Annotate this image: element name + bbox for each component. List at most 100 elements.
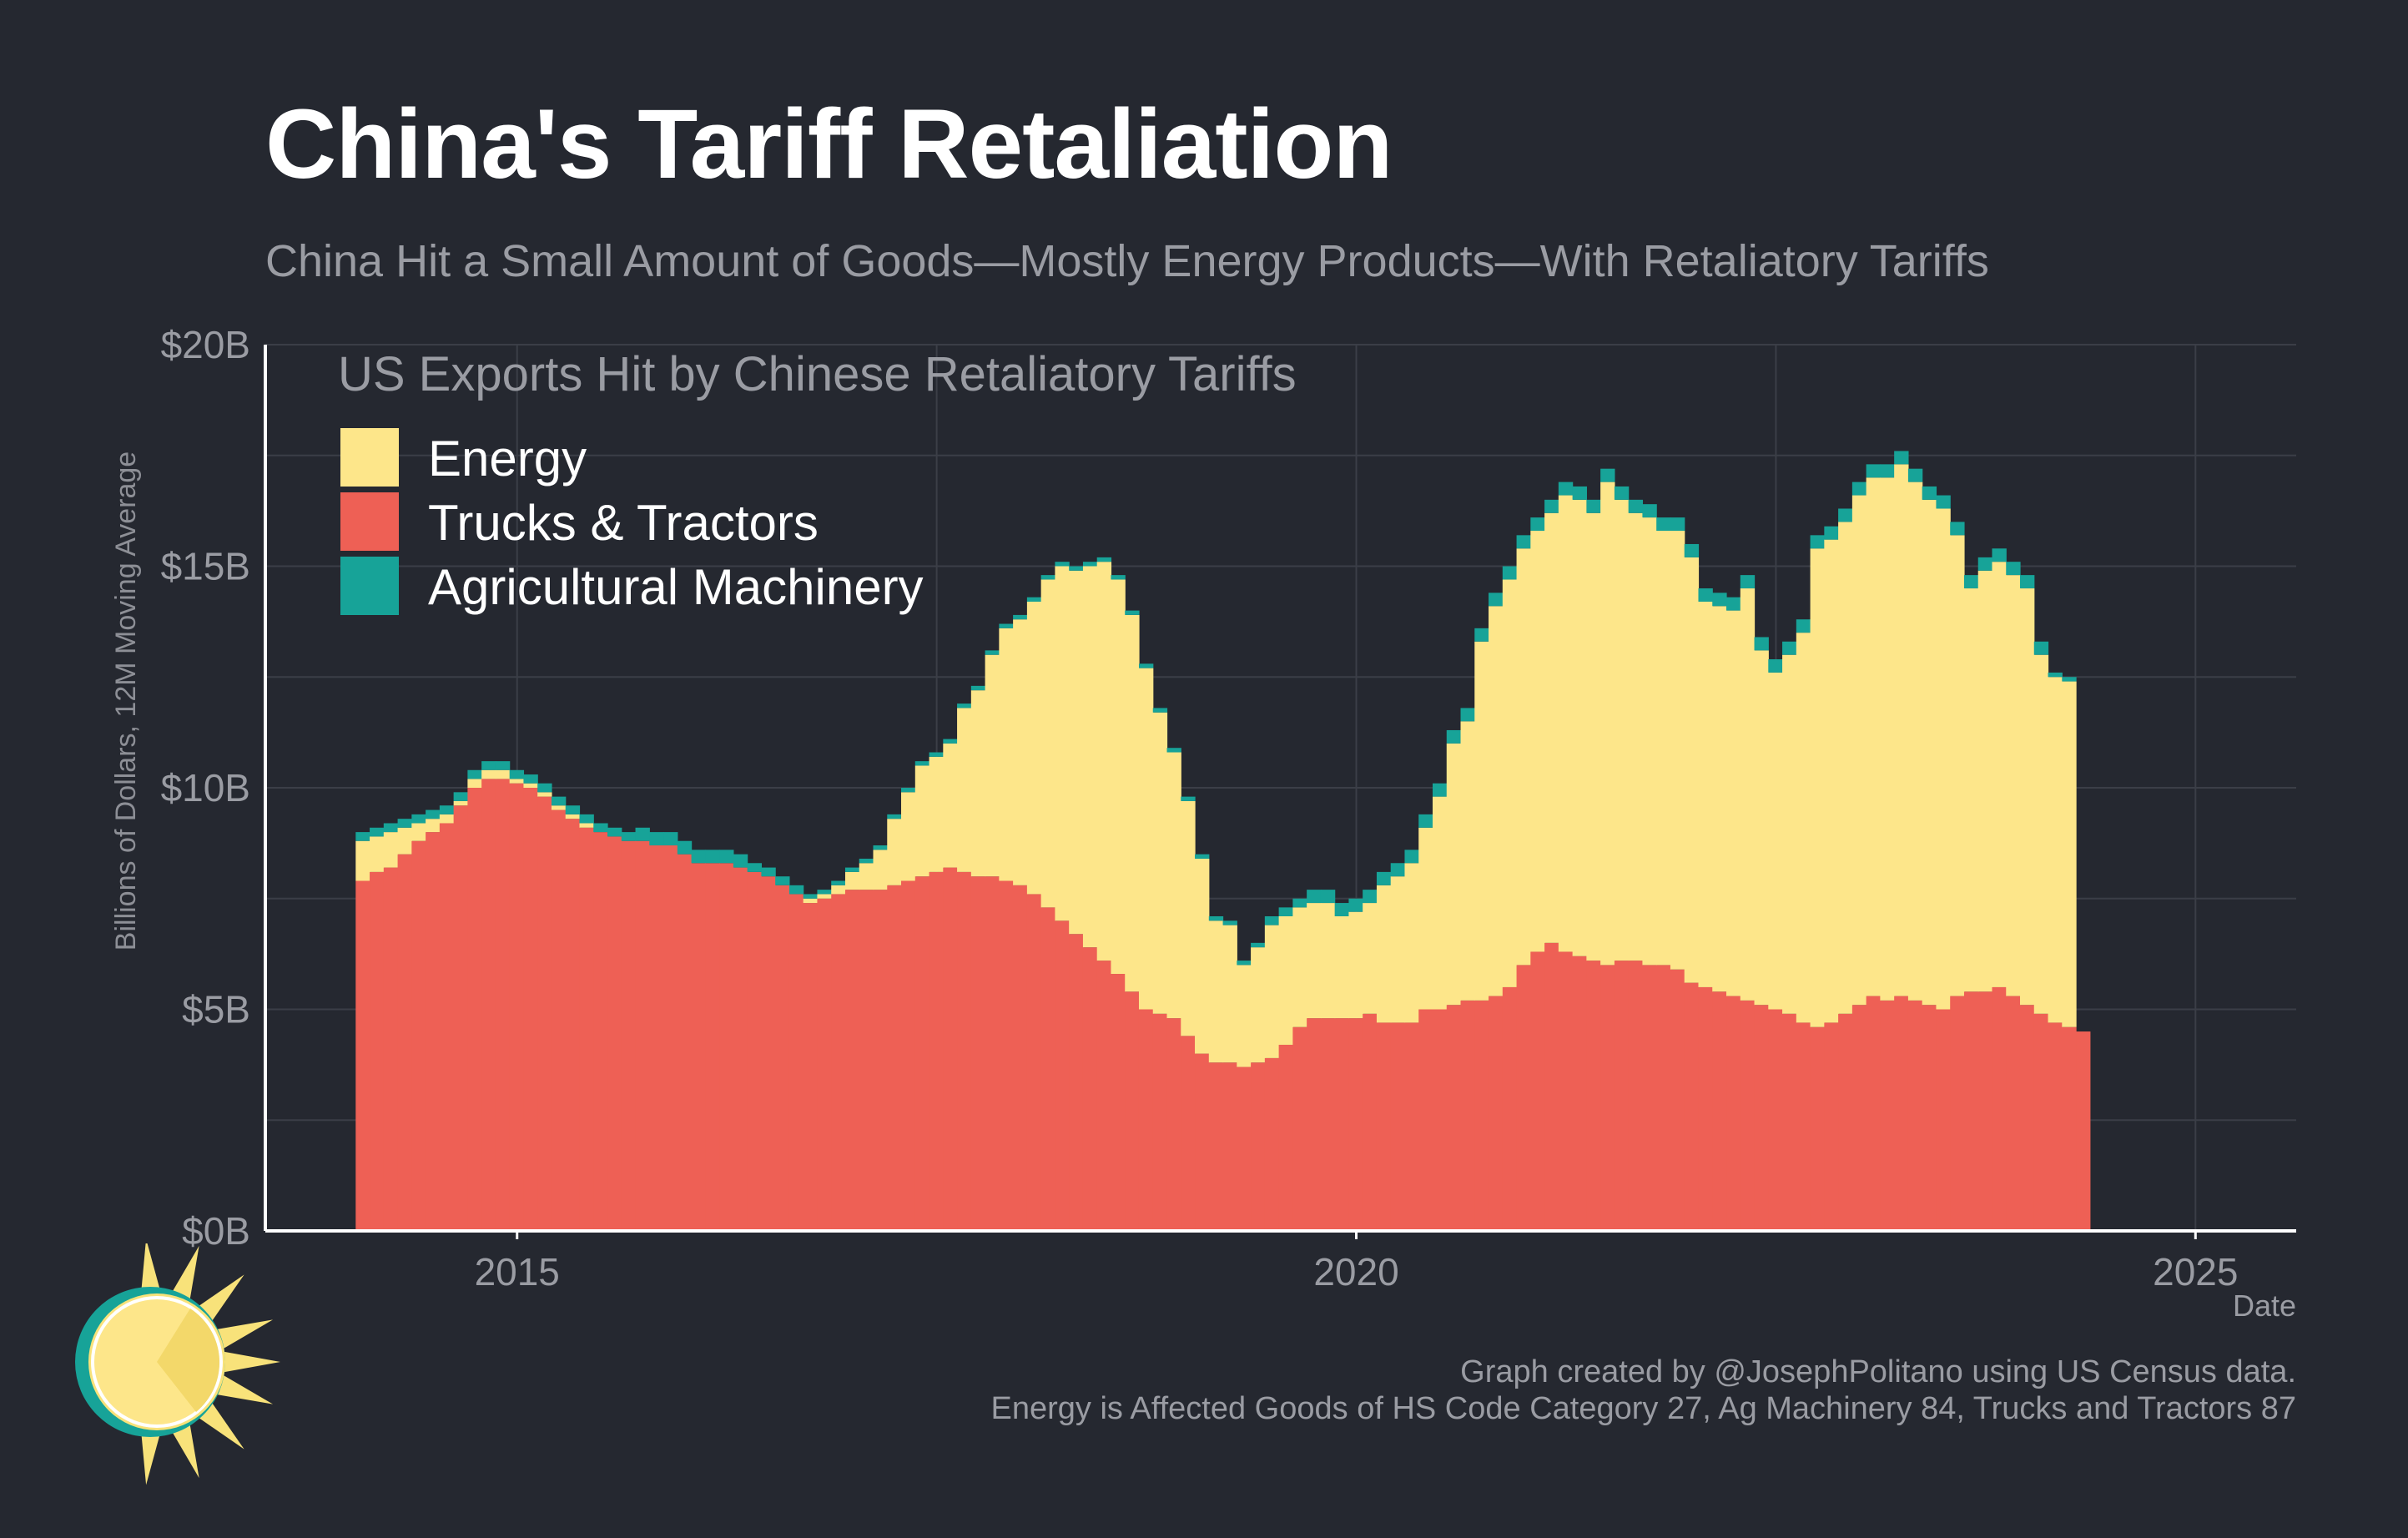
bar-energy-101	[1768, 672, 1783, 1010]
bar-energy-4	[411, 823, 426, 841]
bar-trucks-tractors-25	[705, 863, 720, 1231]
bar-trucks-tractors-27	[733, 867, 748, 1231]
bar-energy-43	[957, 708, 972, 872]
bar-agricultural-machinery-25	[705, 850, 720, 864]
bar-energy-67	[1292, 907, 1307, 1027]
bar-energy-74	[1390, 876, 1406, 1023]
sun-ray	[169, 1419, 199, 1479]
bar-energy-79	[1460, 721, 1475, 1001]
bar-trucks-tractors-6	[439, 823, 455, 1231]
bar-energy-2	[383, 832, 399, 868]
bar-trucks-tractors-22	[663, 845, 678, 1231]
y-tick-label: $0B	[182, 1209, 250, 1253]
bar-energy-49	[1040, 579, 1056, 908]
bar-trucks-tractors-26	[719, 863, 734, 1231]
bar-agricultural-machinery-9	[481, 761, 496, 770]
bar-trucks-tractors-83	[1516, 965, 1531, 1231]
bar-agricultural-machinery-65	[1264, 915, 1280, 925]
bar-agricultural-machinery-93	[1656, 517, 1671, 532]
bar-trucks-tractors-119	[2020, 1005, 2035, 1231]
bar-energy-53	[1096, 562, 1112, 961]
bar-energy-118	[2006, 575, 2021, 996]
y-tick-label: $15B	[161, 545, 250, 588]
bar-energy-120	[2033, 654, 2049, 1014]
bar-agricultural-machinery-118	[2006, 562, 2021, 576]
bar-trucks-tractors-81	[1489, 996, 1504, 1231]
bar-trucks-tractors-82	[1502, 986, 1518, 1231]
sun-ray	[169, 1245, 199, 1304]
bar-trucks-tractors-78	[1446, 1005, 1462, 1231]
bar-agricultural-machinery-43	[957, 703, 972, 708]
bar-trucks-tractors-73	[1376, 1022, 1392, 1231]
y-tick-label: $5B	[182, 988, 250, 1031]
bar-series	[355, 451, 2091, 1231]
bar-energy-61	[1208, 920, 1224, 1063]
bar-agricultural-machinery-70	[1334, 903, 1350, 916]
bar-trucks-tractors-115	[1963, 991, 1979, 1231]
bar-energy-83	[1516, 548, 1531, 966]
bar-energy-70	[1334, 915, 1350, 1019]
bar-trucks-tractors-55	[1125, 991, 1140, 1231]
bar-agricultural-machinery-50	[1055, 562, 1070, 567]
legend-title: US Exports Hit by Chinese Retaliatory Ta…	[338, 347, 1297, 401]
bar-agricultural-machinery-69	[1320, 890, 1336, 904]
bar-agricultural-machinery-45	[985, 650, 1000, 655]
source-note-caption: Energy is Affected Goods of HS Code Cate…	[990, 1391, 2296, 1426]
bar-trucks-tractors-19	[621, 840, 637, 1231]
bar-agricultural-machinery-105	[1824, 526, 1839, 540]
bar-energy-10	[495, 769, 511, 779]
bar-energy-110	[1894, 464, 1909, 996]
bar-agricultural-machinery-27	[733, 854, 748, 868]
bar-agricultural-machinery-52	[1082, 562, 1098, 567]
bar-trucks-tractors-117	[1992, 986, 2007, 1231]
bar-agricultural-machinery-80	[1474, 628, 1489, 642]
bar-energy-7	[453, 800, 468, 806]
bar-agricultural-machinery-91	[1628, 499, 1644, 513]
bar-agricultural-machinery-7	[453, 792, 468, 801]
bar-energy-5	[426, 819, 441, 833]
bar-agricultural-machinery-12	[523, 774, 538, 784]
bar-trucks-tractors-35	[844, 890, 860, 1231]
bar-trucks-tractors-13	[537, 796, 552, 1231]
bar-trucks-tractors-111	[1907, 1000, 1923, 1231]
bar-trucks-tractors-123	[2076, 1031, 2091, 1231]
bar-energy-109	[1880, 477, 1895, 1001]
bar-agricultural-machinery-121	[2048, 672, 2063, 678]
bar-energy-103	[1796, 633, 1811, 1023]
bar-trucks-tractors-100	[1754, 1005, 1769, 1231]
bar-trucks-tractors-9	[481, 779, 496, 1231]
bar-trucks-tractors-4	[411, 840, 426, 1231]
bar-agricultural-machinery-75	[1404, 850, 1419, 864]
bar-trucks-tractors-116	[1977, 991, 1993, 1231]
bar-agricultural-machinery-98	[1726, 597, 1741, 611]
bar-trucks-tractors-43	[957, 871, 972, 1231]
bar-trucks-tractors-65	[1264, 1057, 1280, 1231]
legend-swatch-ag-machinery	[340, 557, 399, 615]
bar-trucks-tractors-67	[1292, 1026, 1307, 1231]
bar-agricultural-machinery-109	[1880, 464, 1895, 478]
bar-energy-59	[1181, 800, 1196, 1036]
bar-trucks-tractors-64	[1251, 1062, 1266, 1231]
bar-trucks-tractors-86	[1558, 951, 1574, 1231]
bar-energy-34	[831, 885, 846, 895]
bar-trucks-tractors-34	[831, 894, 846, 1231]
bar-agricultural-machinery-74	[1390, 863, 1406, 877]
bar-energy-72	[1363, 903, 1378, 1014]
bar-trucks-tractors-49	[1040, 907, 1056, 1231]
bar-energy-93	[1656, 531, 1671, 966]
bar-energy-92	[1642, 517, 1657, 966]
bar-trucks-tractors-85	[1544, 942, 1559, 1231]
bar-energy-58	[1166, 752, 1181, 1019]
bar-energy-46	[999, 628, 1014, 881]
bar-energy-75	[1404, 863, 1419, 1023]
bar-energy-99	[1740, 588, 1756, 1001]
bar-energy-16	[579, 823, 594, 828]
bar-energy-51	[1069, 570, 1084, 935]
x-tick-label: 2020	[1313, 1250, 1398, 1293]
bar-agricultural-machinery-8	[467, 769, 482, 779]
bar-agricultural-machinery-94	[1670, 517, 1685, 532]
bar-agricultural-machinery-82	[1502, 566, 1518, 580]
bar-agricultural-machinery-24	[691, 850, 706, 864]
bar-agricultural-machinery-104	[1810, 535, 1825, 549]
bar-agricultural-machinery-35	[844, 867, 860, 872]
